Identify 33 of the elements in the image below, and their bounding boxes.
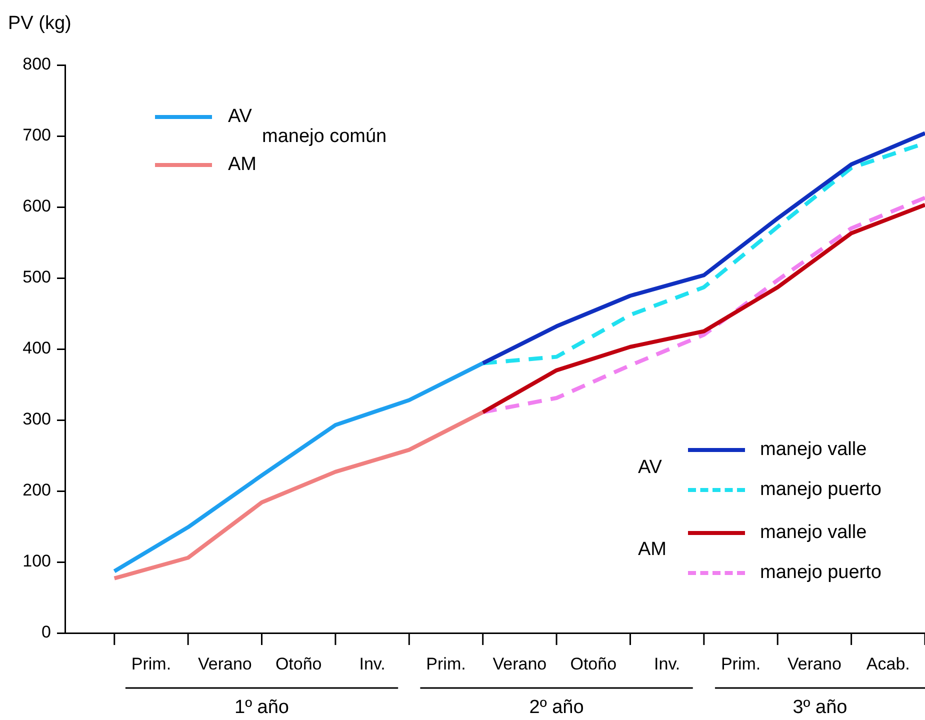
legend-label: manejo puerto [760, 479, 882, 501]
text: 1º año [234, 697, 290, 718]
y-tick-label: 600 [22, 196, 51, 216]
y-tick-label: 300 [22, 410, 51, 429]
text: Prim. [720, 654, 761, 674]
annotation: AV [638, 457, 662, 479]
text: Acab. [866, 654, 910, 674]
y-tick-label: 0 [42, 622, 51, 642]
y-tick-label: 800 [22, 54, 51, 74]
legend-label: AM [228, 154, 256, 176]
legend-label: manejo valle [760, 522, 867, 544]
y-tick-label: 400 [22, 338, 51, 358]
text: Prim. [426, 654, 466, 674]
y-tick-label: 700 [22, 126, 51, 145]
y-tick-label: 500 [22, 268, 51, 287]
text: Verano [198, 654, 252, 674]
text: Otoño [570, 654, 617, 674]
text: Inv. [654, 654, 680, 674]
y-tick-label: 100 [22, 552, 51, 571]
text: 3º año [792, 697, 848, 718]
y-axis-title: PV (kg) [8, 13, 72, 35]
y-tick-label: 200 [22, 480, 51, 500]
text: 2º año [529, 697, 584, 718]
annotation: manejo común [262, 126, 387, 148]
text: Inv. [359, 654, 386, 674]
legend-label: manejo puerto [760, 562, 882, 584]
text: Prim. [131, 654, 172, 674]
annotation: AM [638, 539, 666, 561]
text: Verano [788, 654, 842, 674]
legend-label: manejo valle [760, 439, 867, 461]
legend-label: AV [228, 106, 252, 128]
text: Otoño [275, 654, 322, 674]
text: Verano [492, 654, 547, 674]
